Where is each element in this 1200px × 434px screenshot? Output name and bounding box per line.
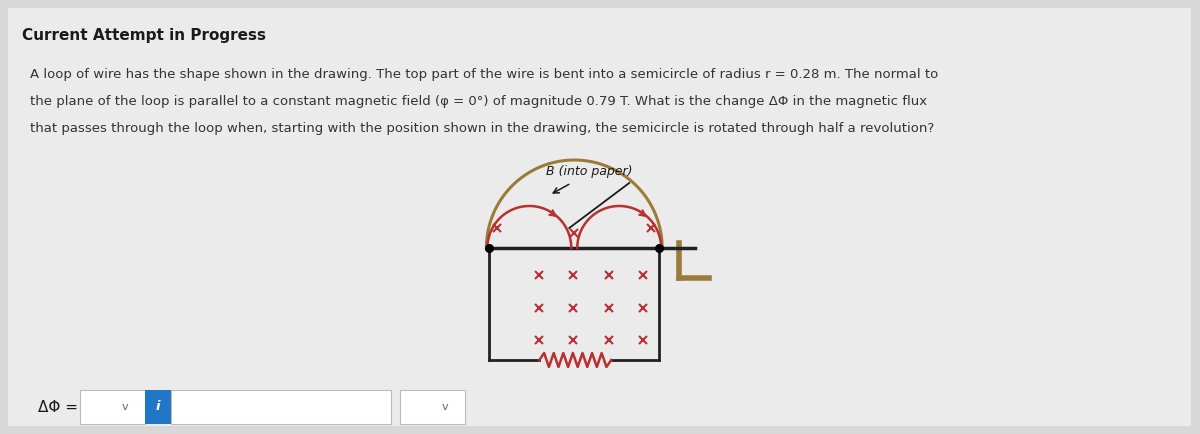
Text: A loop of wire has the shape shown in the drawing. The top part of the wire is b: A loop of wire has the shape shown in th…: [30, 68, 938, 81]
Bar: [170, 390, 390, 424]
Text: B (into paper): B (into paper): [546, 165, 632, 178]
Text: the plane of the loop is parallel to a constant magnetic field (φ = 0°) of magni: the plane of the loop is parallel to a c…: [30, 95, 928, 108]
Text: v: v: [121, 402, 128, 412]
Text: ΔΦ =: ΔΦ =: [38, 400, 78, 414]
Bar: [145, 390, 170, 424]
Bar: [401, 390, 466, 424]
Text: that passes through the loop when, starting with the position shown in the drawi: that passes through the loop when, start…: [30, 122, 935, 135]
Text: Current Attempt in Progress: Current Attempt in Progress: [22, 28, 266, 43]
Bar: [80, 390, 145, 424]
Text: v: v: [442, 402, 449, 412]
Text: i: i: [156, 401, 160, 414]
